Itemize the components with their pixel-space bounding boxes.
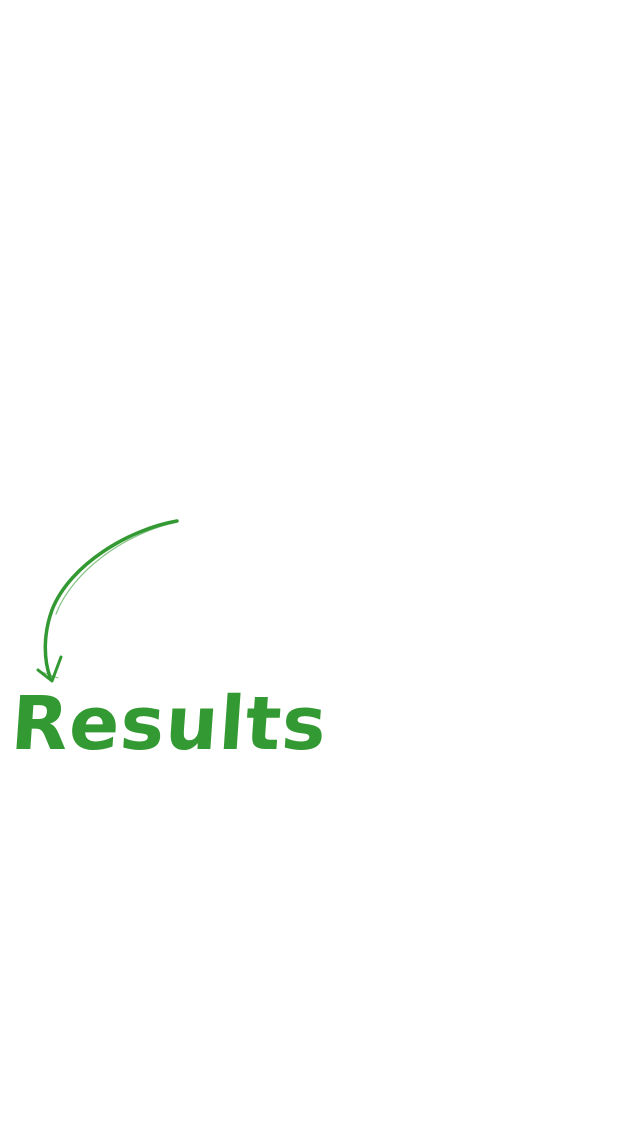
curved-arrow-down-icon	[36, 519, 179, 683]
results-title: Results	[8, 681, 331, 767]
